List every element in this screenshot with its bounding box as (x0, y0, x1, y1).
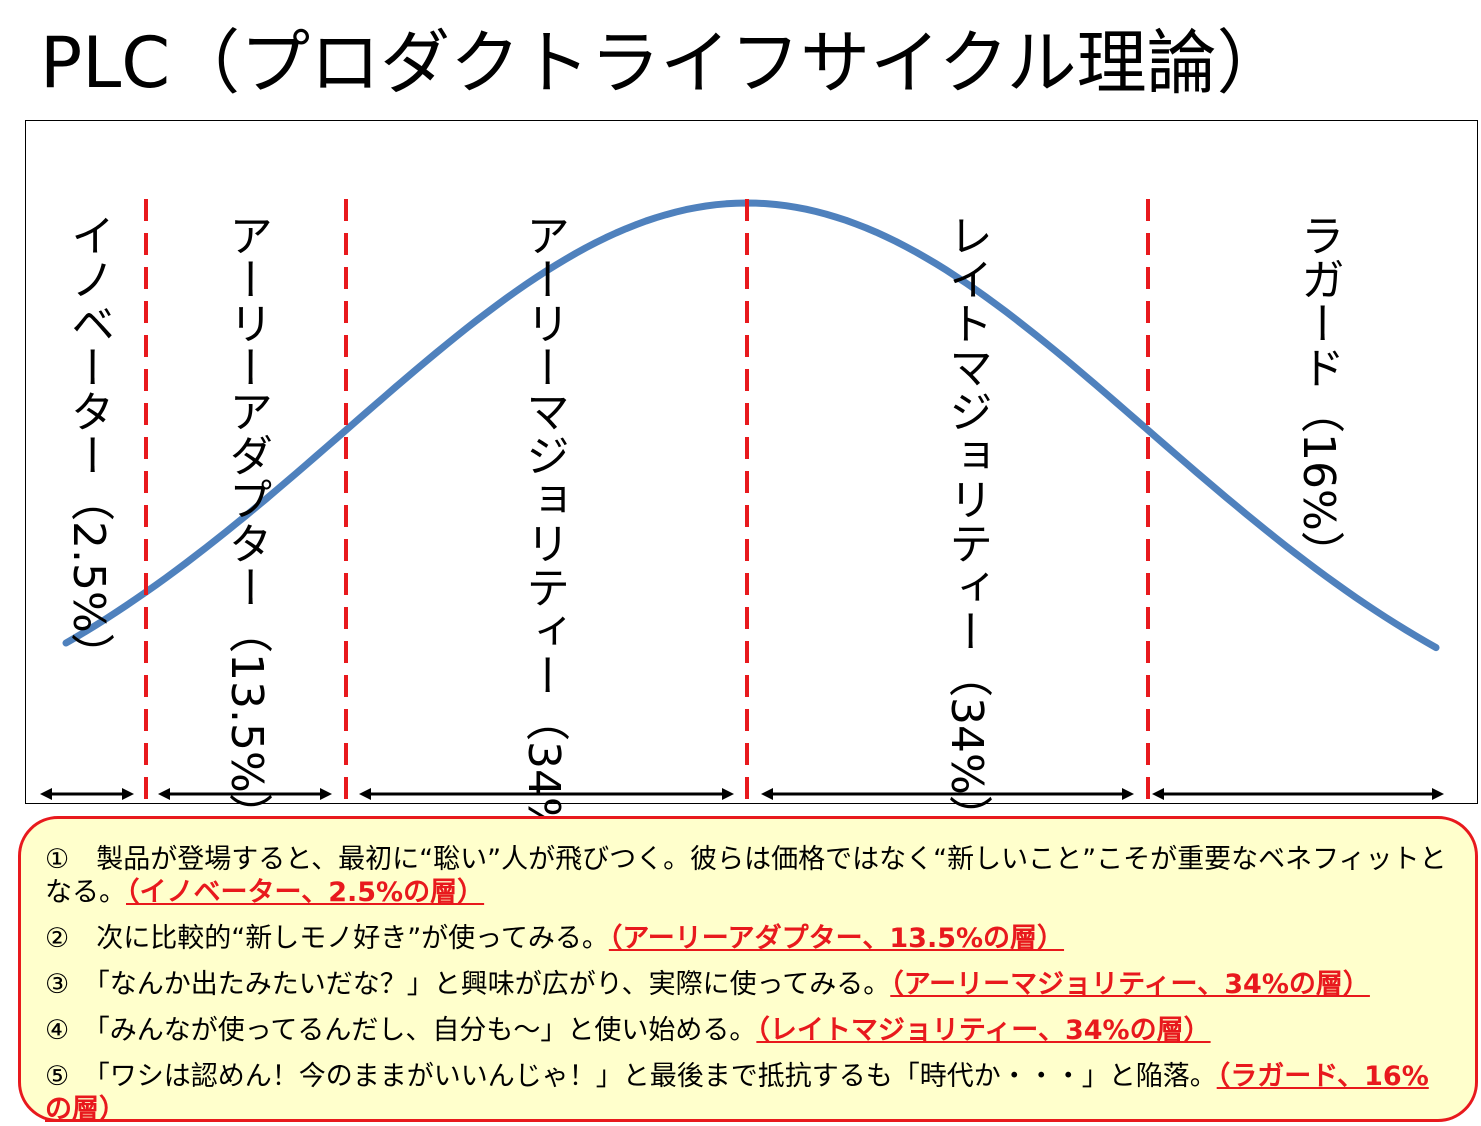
note-laggards: ⑤ 「ワシは認めん！今のままがいいんじゃ！」と最後まで抵抗するも「時代か・・・」… (45, 1060, 1455, 1126)
note-text: ① 製品が登場すると、最初に“聡い”人が飛びつく。彼らは価格ではなく“新しいこと… (45, 844, 1447, 908)
note-text: ⑤ 「ワシは認めん！今のままがいいんじゃ！」と最後まで抵抗するも「時代か・・・」… (45, 1061, 1217, 1092)
adoption-bell-curve (62, 199, 1440, 652)
segment-label-laggards: ラガード（16%） (1293, 213, 1344, 575)
note-highlight: （イノベーター、2.5%の層） (126, 877, 485, 908)
note-text: ③ 「なんか出たみたいだな？」と興味が広がり、実際に使ってみる。 (45, 969, 891, 1000)
note-late-majority: ④ 「みんなが使ってるんだし、自分も～」と使い始める。（レイトマジョリティー、3… (45, 1014, 1455, 1047)
page-title: PLC（プロダクトライフサイクル理論） (40, 22, 1287, 104)
segment-range-arrow (158, 788, 332, 800)
note-text: ② 次に比較的“新しモノ好き”が使ってみる。 (45, 923, 609, 954)
note-early-adopters: ② 次に比較的“新しモノ好き”が使ってみる。（アーリーアダプター、13.5%の層… (45, 922, 1455, 955)
segment-label-innovators: イノベーター（2.5%） (63, 213, 114, 677)
note-early-majority: ③ 「なんか出たみたいだな？」と興味が広がり、実際に使ってみる。（アーリーマジョ… (45, 968, 1455, 1001)
segment-label-early-majority: アーリーマジョリティー（34%） (518, 213, 569, 883)
note-highlight: （レイトマジョリティー、34%の層） (756, 1015, 1211, 1046)
bell-curve-diagram (40, 199, 1444, 802)
segment-range-arrow (40, 788, 134, 800)
explanation-box: ① 製品が登場すると、最初に“聡い”人が飛びつく。彼らは価格ではなく“新しいこと… (18, 816, 1478, 1125)
segment-range-arrow (761, 788, 1134, 800)
segment-label-early-adopters: アーリーアダプター（13.5%） (221, 213, 272, 837)
segment-label-late-majority: レイトマジョリティー（34%） (941, 213, 992, 839)
plc-chart: イノベーター（2.5%） アーリーアダプター（13.5%） アーリーマジョリティ… (25, 120, 1478, 883)
note-text: ④ 「みんなが使ってるんだし、自分も～」と使い始める。 (45, 1015, 757, 1046)
note-highlight: （アーリーマジョリティー、34%の層） (890, 969, 1370, 1000)
segment-range-arrow (1152, 788, 1444, 800)
note-highlight: （ラガード、16%の層） (45, 1061, 1429, 1125)
note-innovators: ① 製品が登場すると、最初に“聡い”人が飛びつく。彼らは価格ではなく“新しいこと… (45, 843, 1455, 909)
segment-range-arrow (359, 788, 734, 800)
note-highlight: （アーリーアダプター、13.5%の層） (608, 923, 1065, 954)
